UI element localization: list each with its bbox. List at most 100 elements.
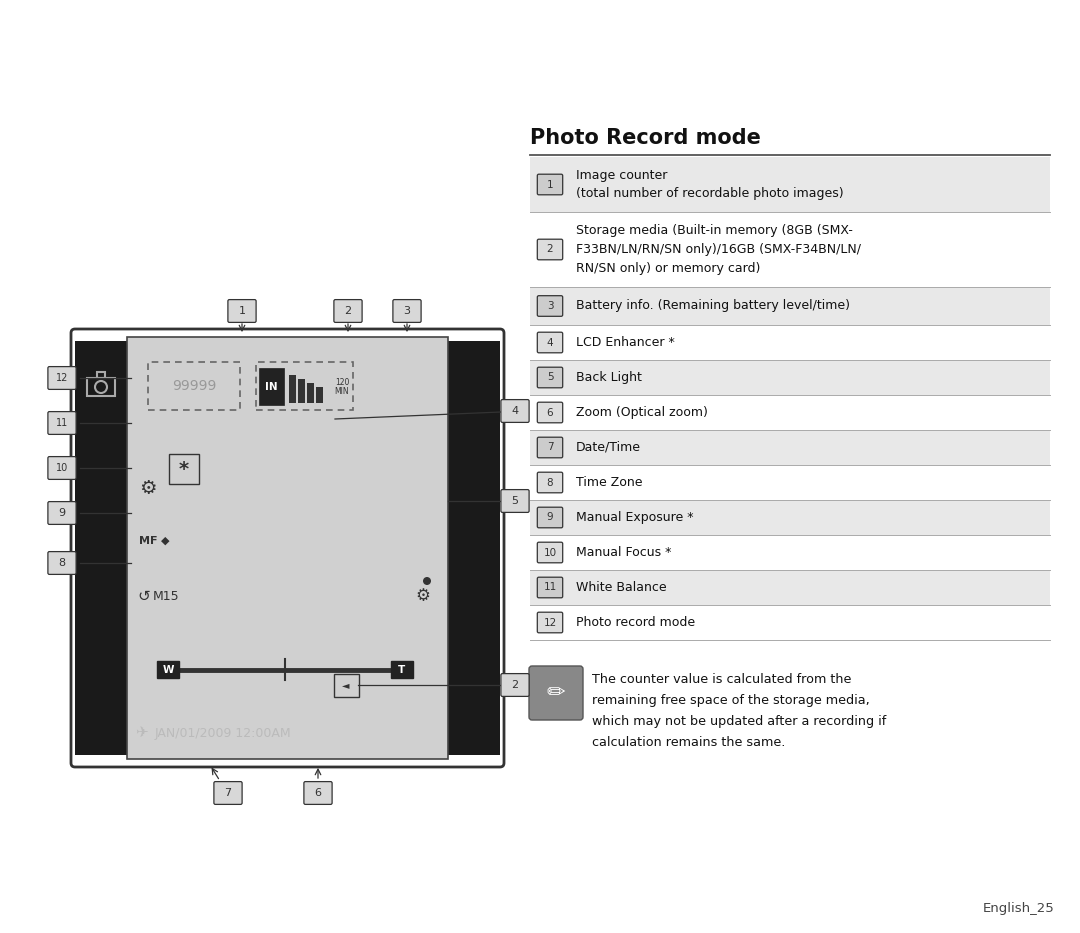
Text: ⚙: ⚙ xyxy=(139,479,157,497)
FancyBboxPatch shape xyxy=(538,508,563,528)
Text: 11: 11 xyxy=(543,582,556,592)
Text: 2: 2 xyxy=(345,306,352,316)
FancyBboxPatch shape xyxy=(538,296,563,316)
Bar xyxy=(448,341,500,755)
Text: M15: M15 xyxy=(153,590,179,603)
FancyBboxPatch shape xyxy=(538,472,563,493)
Bar xyxy=(530,325,1050,360)
Text: which may not be updated after a recording if: which may not be updated after a recordi… xyxy=(592,715,887,728)
Text: 1: 1 xyxy=(546,179,553,189)
FancyBboxPatch shape xyxy=(538,332,563,353)
Text: 120
MIN: 120 MIN xyxy=(335,378,349,397)
Bar xyxy=(127,337,448,759)
Text: Photo record mode: Photo record mode xyxy=(576,616,696,629)
Bar xyxy=(530,430,1050,465)
Bar xyxy=(87,378,114,396)
Text: English_25: English_25 xyxy=(983,902,1055,915)
FancyBboxPatch shape xyxy=(501,399,529,423)
FancyBboxPatch shape xyxy=(48,502,76,524)
Text: 2: 2 xyxy=(512,680,518,690)
Text: (total number of recordable photo images): (total number of recordable photo images… xyxy=(576,188,843,201)
Text: Manual Exposure *: Manual Exposure * xyxy=(576,511,693,524)
FancyBboxPatch shape xyxy=(538,438,563,458)
Text: Time Zone: Time Zone xyxy=(576,476,643,489)
FancyBboxPatch shape xyxy=(303,782,333,804)
Text: 4: 4 xyxy=(546,338,553,347)
Text: 12: 12 xyxy=(56,373,68,383)
Text: 2: 2 xyxy=(546,244,553,255)
Bar xyxy=(75,341,127,755)
Text: Storage media (Built-in memory (8GB (SMX-: Storage media (Built-in memory (8GB (SMX… xyxy=(576,224,853,237)
FancyBboxPatch shape xyxy=(538,612,563,633)
FancyBboxPatch shape xyxy=(538,239,563,259)
Text: Battery info. (Remaining battery level/time): Battery info. (Remaining battery level/t… xyxy=(576,299,850,313)
Text: 6: 6 xyxy=(546,408,553,417)
Text: 5: 5 xyxy=(512,496,518,506)
Text: Photo Record mode: Photo Record mode xyxy=(530,128,761,148)
Circle shape xyxy=(423,577,431,585)
FancyBboxPatch shape xyxy=(214,782,242,804)
FancyBboxPatch shape xyxy=(501,490,529,512)
FancyBboxPatch shape xyxy=(501,674,529,696)
Text: ⚙: ⚙ xyxy=(416,587,431,605)
Text: 9: 9 xyxy=(58,508,66,518)
Bar xyxy=(157,661,179,678)
Bar xyxy=(530,395,1050,430)
Bar xyxy=(298,379,305,403)
Text: Back Light: Back Light xyxy=(576,371,642,384)
Text: ◆: ◆ xyxy=(161,536,170,546)
Text: T: T xyxy=(399,665,406,675)
Text: MF: MF xyxy=(139,536,158,546)
Text: 3: 3 xyxy=(404,306,410,316)
Text: 11: 11 xyxy=(56,418,68,428)
FancyBboxPatch shape xyxy=(48,367,76,389)
Text: 12: 12 xyxy=(543,618,556,628)
FancyBboxPatch shape xyxy=(48,551,76,575)
Bar xyxy=(530,570,1050,605)
FancyBboxPatch shape xyxy=(228,299,256,323)
Text: Date/Time: Date/Time xyxy=(576,441,642,454)
Bar xyxy=(530,212,1050,287)
Bar xyxy=(259,368,284,405)
Text: Manual Focus *: Manual Focus * xyxy=(576,546,672,559)
FancyBboxPatch shape xyxy=(393,299,421,323)
Bar xyxy=(307,383,314,403)
Text: 8: 8 xyxy=(58,558,66,568)
FancyBboxPatch shape xyxy=(48,411,76,435)
Bar xyxy=(530,465,1050,500)
Text: Image counter: Image counter xyxy=(576,169,667,182)
Text: ↺: ↺ xyxy=(137,589,150,604)
Text: calculation remains the same.: calculation remains the same. xyxy=(592,736,785,749)
Text: 1: 1 xyxy=(239,306,245,316)
Text: 8: 8 xyxy=(546,478,553,488)
Bar xyxy=(530,500,1050,535)
Bar xyxy=(530,360,1050,395)
Text: ◄: ◄ xyxy=(342,680,350,690)
Text: Zoom (Optical zoom): Zoom (Optical zoom) xyxy=(576,406,707,419)
Text: 6: 6 xyxy=(314,788,322,798)
Bar xyxy=(530,605,1050,640)
Text: F33BN/LN/RN/SN only)/16GB (SMX-F34BN/LN/: F33BN/LN/RN/SN only)/16GB (SMX-F34BN/LN/ xyxy=(576,243,861,256)
Text: 4: 4 xyxy=(512,406,518,416)
FancyBboxPatch shape xyxy=(48,456,76,480)
FancyBboxPatch shape xyxy=(538,368,563,388)
Bar xyxy=(530,157,1050,212)
Text: *: * xyxy=(179,459,189,479)
Text: 9: 9 xyxy=(546,512,553,522)
Text: 3: 3 xyxy=(546,301,553,311)
Text: ✈: ✈ xyxy=(135,726,148,741)
Text: 7: 7 xyxy=(225,788,231,798)
FancyBboxPatch shape xyxy=(334,299,362,323)
Bar xyxy=(391,661,413,678)
Text: remaining free space of the storage media,: remaining free space of the storage medi… xyxy=(592,694,869,707)
Bar xyxy=(289,375,296,403)
Text: W: W xyxy=(162,665,174,675)
Text: RN/SN only) or memory card): RN/SN only) or memory card) xyxy=(576,262,760,275)
FancyBboxPatch shape xyxy=(538,578,563,598)
FancyBboxPatch shape xyxy=(538,402,563,423)
Text: 10: 10 xyxy=(56,463,68,473)
Text: 10: 10 xyxy=(543,548,556,558)
Text: 5: 5 xyxy=(546,372,553,383)
Text: 7: 7 xyxy=(546,442,553,453)
Text: ✏: ✏ xyxy=(546,683,565,703)
